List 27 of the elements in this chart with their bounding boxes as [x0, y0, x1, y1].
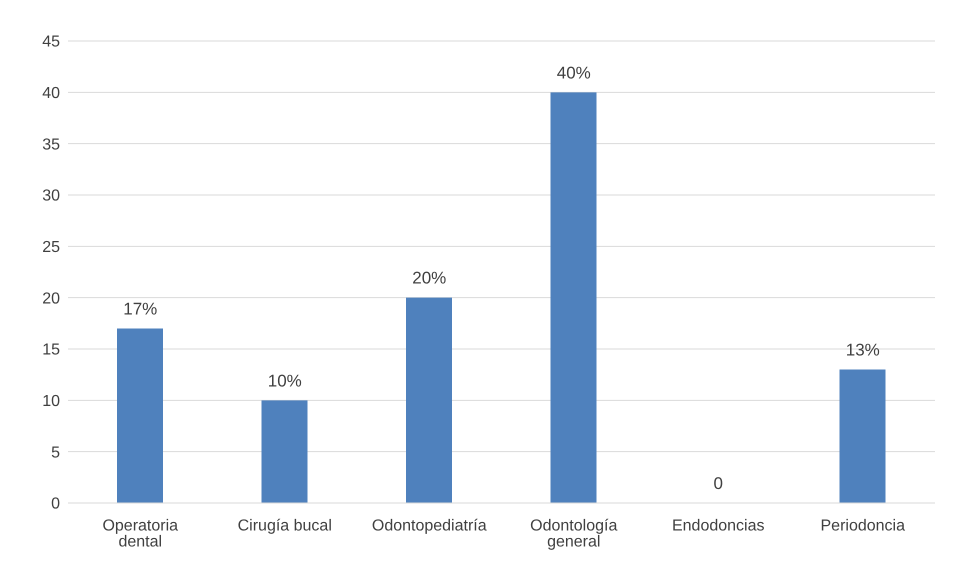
y-tick-label: 15	[42, 342, 60, 359]
x-tick-label: Cirugía bucal	[238, 517, 332, 534]
bar	[550, 92, 596, 503]
bar	[840, 370, 886, 503]
data-label: 10%	[268, 371, 302, 390]
y-tick-label: 40	[42, 85, 60, 102]
x-tick-label: Operatoria dental	[102, 517, 178, 550]
y-tick-label: 20	[42, 290, 60, 308]
data-label: 20%	[412, 268, 446, 288]
bar	[262, 400, 308, 503]
y-tick-label: 45	[42, 34, 60, 51]
y-tick-label: 30	[42, 188, 60, 205]
bar	[117, 328, 163, 503]
x-tick-label: Periodoncia	[820, 517, 906, 534]
data-label: 13%	[846, 340, 880, 360]
bar	[406, 298, 452, 503]
data-label: 0	[714, 474, 723, 493]
data-label: 17%	[123, 299, 158, 318]
x-tick-label: Odontopediatría	[372, 517, 487, 534]
y-tick-label: 25	[42, 239, 60, 256]
data-label: 40%	[556, 63, 591, 82]
x-tick-label: Endodoncias	[672, 517, 765, 534]
y-tick-label: 35	[42, 136, 60, 154]
y-tick-label: 0	[51, 496, 60, 513]
y-tick-label: 5	[51, 444, 60, 462]
x-tick-label: Odontología general	[530, 517, 618, 550]
y-tick-label: 10	[42, 393, 60, 410]
